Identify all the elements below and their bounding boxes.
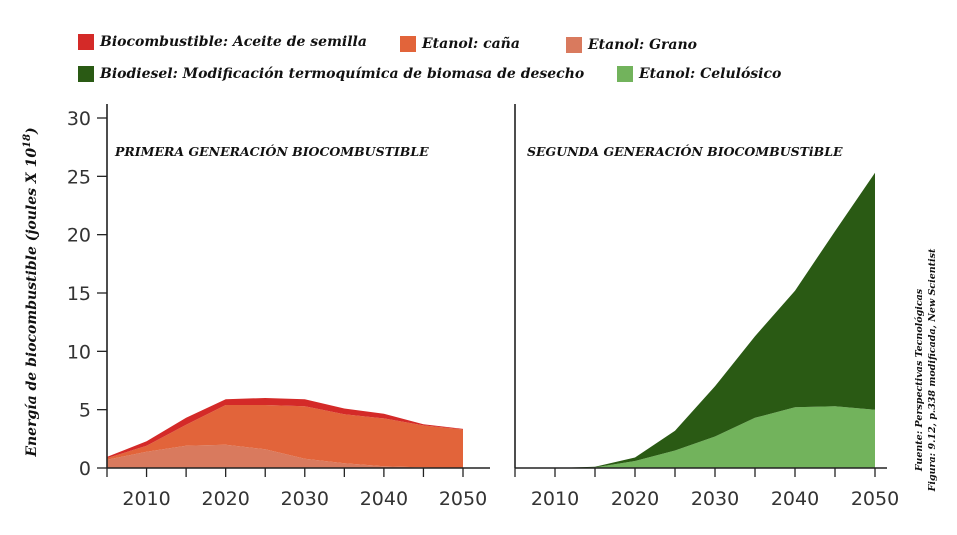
legend-item-etanol-celulosico: Etanol: Celulósico [617,66,781,82]
legend-swatch [78,66,94,82]
legend-swatch [617,66,633,82]
x-tick-label-p0: 2020 [201,488,249,510]
area-series-p1-s1 [555,172,875,469]
legend-label: Etanol: Grano [588,37,698,53]
legend-swatch [566,37,582,53]
x-tick-label-p1: 2050 [851,488,899,510]
panel-title-first: PRIMERA GENERACIÓN BIOCOMBUSTIBLE [114,143,429,159]
source-line-1: Fuente: Perspectivas Tecnológicas [914,288,925,472]
x-tick-label-p0: 2050 [439,488,487,510]
legend-swatch [400,36,416,52]
x-tick-label-p1: 2020 [611,488,659,510]
area-series-p0-s0 [107,444,463,468]
legend-item-etanol-cana: Etanol: caña [400,36,520,52]
legend-swatch [78,34,94,50]
x-tick-label-p1: 2030 [691,488,739,510]
y-tick-label: 10 [67,341,91,363]
source-line-2: Figura: 9.12, p.338 modificada, New Scie… [927,248,938,492]
y-axis-label: Energía de biocombustible (joules X 1018… [22,127,40,457]
area-series-p0-s2 [107,398,463,459]
y-tick-label: 0 [79,458,91,480]
x-tick-label-p0: 2040 [360,488,408,510]
legend-label: Biocombustible: Aceite de semilla [100,34,367,50]
chart-axes: 2010 2020 2030 2040 2050 2010 2020 2030 2040 2050… [67,104,899,510]
y-tick-label: 20 [67,225,91,247]
legend-label: Biodiesel: Modificación termoquímica de … [100,66,585,82]
legend-label: Etanol: caña [422,36,520,52]
legend-item-aceite-semilla: Biocombustible: Aceite de semilla [78,34,367,50]
x-tick-label-p0: 2030 [281,488,329,510]
x-tick-label-p0: 2010 [122,488,170,510]
y-tick-label: 25 [67,166,91,188]
x-tick-label-p1: 2040 [771,488,819,510]
chart-areas [107,172,875,469]
x-tick-label-p1: 2010 [531,488,579,510]
legend-item-biodiesel: Biodiesel: Modificación termoquímica de … [78,66,584,82]
y-tick-label: 5 [79,400,91,422]
legend-label: Etanol: Celulósico [639,66,782,82]
y-tick-label: 15 [67,283,91,305]
area-series-p0-s1 [107,405,463,468]
area-series-p1-s0 [555,406,875,468]
y-tick-label: 30 [67,108,91,130]
panel-title-second: SEGUNDA GENERACIÓN BIOCOMBUSTiBLE [527,143,843,159]
legend-item-etanol-grano: Etanol: Grano [566,37,697,53]
